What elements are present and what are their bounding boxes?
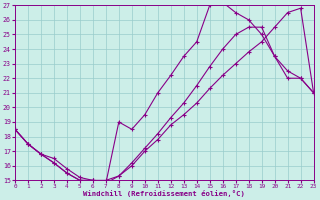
X-axis label: Windchill (Refroidissement éolien,°C): Windchill (Refroidissement éolien,°C) [83, 190, 245, 197]
